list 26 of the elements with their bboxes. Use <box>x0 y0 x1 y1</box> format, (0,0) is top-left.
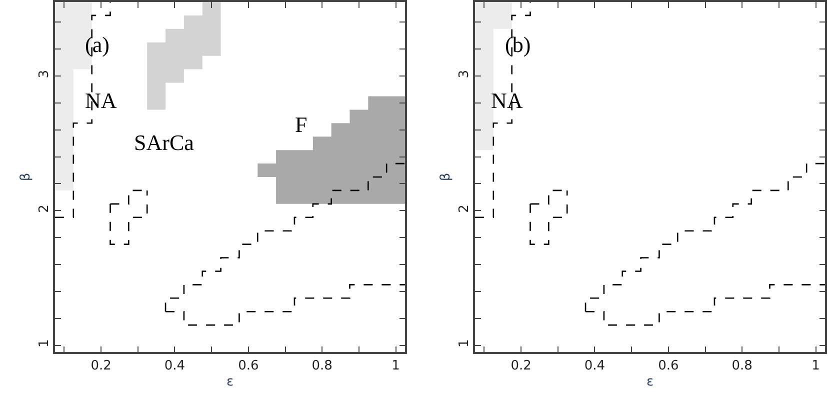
annotation: (a) <box>85 32 110 57</box>
y-tick-label: 2 <box>37 204 52 213</box>
x-tick-label: 0.6 <box>658 358 679 374</box>
annotation: F <box>295 112 308 137</box>
y-tick-label: 1 <box>37 339 52 348</box>
y-tick-label: 2 <box>457 204 472 213</box>
y-axis-title: β <box>18 172 34 182</box>
y-axis-title: β <box>438 172 454 182</box>
x-axis-title: ε <box>226 374 234 390</box>
x-tick-label: 0.8 <box>312 358 332 374</box>
x-tick-label: 0.4 <box>584 358 606 374</box>
x-axis-title: ε <box>646 374 654 390</box>
annotation: (b) <box>505 32 531 57</box>
x-tick-label: 0.4 <box>164 358 186 374</box>
annotation: NA <box>491 88 523 113</box>
x-tick-label: 0.2 <box>90 358 112 374</box>
y-tick-label: 3 <box>37 70 52 78</box>
annotation: SArCa <box>134 130 194 155</box>
x-tick-label: 1 <box>392 358 400 374</box>
y-tick-label: 1 <box>457 339 472 348</box>
x-tick-label: 0.8 <box>732 358 752 374</box>
y-tick-label: 3 <box>457 70 472 78</box>
annotation: NA <box>85 88 117 113</box>
x-tick-label: 0.6 <box>238 358 259 374</box>
x-tick-label: 1 <box>812 358 820 374</box>
x-tick-label: 0.2 <box>510 358 532 374</box>
